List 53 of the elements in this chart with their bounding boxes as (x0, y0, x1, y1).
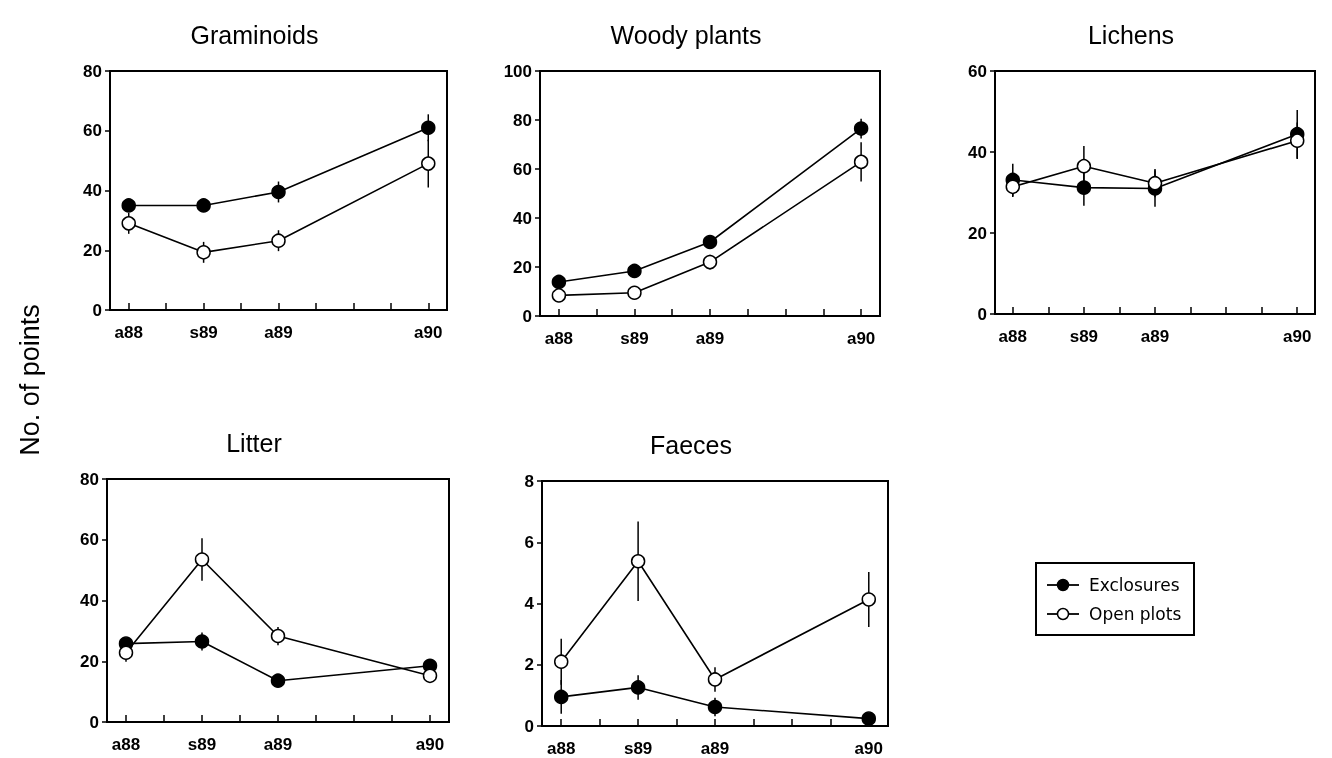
y-tick-label: 6 (524, 532, 534, 552)
chart-title: Woody plants (610, 20, 762, 49)
y-tick-label: 0 (977, 304, 987, 324)
x-tick-label: a88 (998, 327, 1027, 346)
y-tick-label: 80 (83, 61, 102, 81)
x-tick-label: s89 (623, 739, 653, 758)
x-tick-label: s89 (187, 735, 217, 754)
y-tick-label: 20 (80, 651, 99, 671)
x-tick-label: a90 (854, 739, 883, 758)
x-tick-label: a90 (414, 323, 443, 342)
chart-title: Faeces (650, 430, 732, 459)
chart-title: Lichens (1087, 20, 1175, 49)
y-axis-title: No. of points (14, 304, 46, 456)
chart-title: Litter (226, 428, 282, 457)
y-tick-label: 0 (89, 712, 99, 732)
y-tick-label: 20 (513, 257, 532, 277)
x-tick-label: a89 (695, 329, 725, 348)
x-tick-label: a88 (111, 735, 141, 754)
x-tick-label: a88 (547, 739, 576, 758)
y-tick-label: 4 (524, 594, 535, 613)
y-tick-label: 40 (83, 181, 102, 200)
x-tick-label: a89 (264, 323, 293, 342)
y-tick-label: 0 (524, 716, 534, 736)
y-tick-label: 60 (968, 61, 987, 81)
y-tick-label: 40 (513, 208, 532, 228)
legend-label: Exclosures (1089, 574, 1180, 595)
x-tick-label: a90 (846, 329, 876, 348)
x-tick-label: a89 (263, 735, 293, 754)
x-tick-label: a90 (415, 735, 445, 754)
legend-label: Open plots (1089, 603, 1182, 624)
x-tick-label: s89 (189, 323, 218, 342)
x-tick-label: s89 (1069, 327, 1099, 346)
y-tick-label: 80 (80, 469, 99, 489)
x-tick-label: a89 (700, 739, 730, 758)
y-tick-label: 0 (92, 300, 102, 320)
y-tick-label: 40 (80, 591, 99, 610)
y-tick-label: 60 (83, 121, 102, 141)
y-tick-label: 80 (513, 110, 532, 130)
y-tick-label: 60 (80, 530, 99, 550)
chart-title: Graminoids (190, 20, 319, 49)
x-tick-label: a90 (1283, 327, 1312, 346)
x-tick-label: a88 (114, 323, 143, 342)
y-tick-label: 0 (522, 306, 532, 326)
x-tick-label: a88 (544, 329, 574, 348)
y-tick-label: 60 (513, 159, 532, 179)
y-tick-label: 40 (968, 142, 987, 162)
x-tick-label: a89 (1140, 327, 1170, 346)
x-tick-label: s89 (620, 329, 649, 348)
y-tick-label: 8 (524, 471, 534, 491)
y-tick-label: 100 (503, 61, 532, 81)
y-tick-label: 20 (83, 240, 102, 260)
y-tick-label: 2 (524, 655, 534, 675)
y-tick-label: 20 (968, 223, 987, 243)
